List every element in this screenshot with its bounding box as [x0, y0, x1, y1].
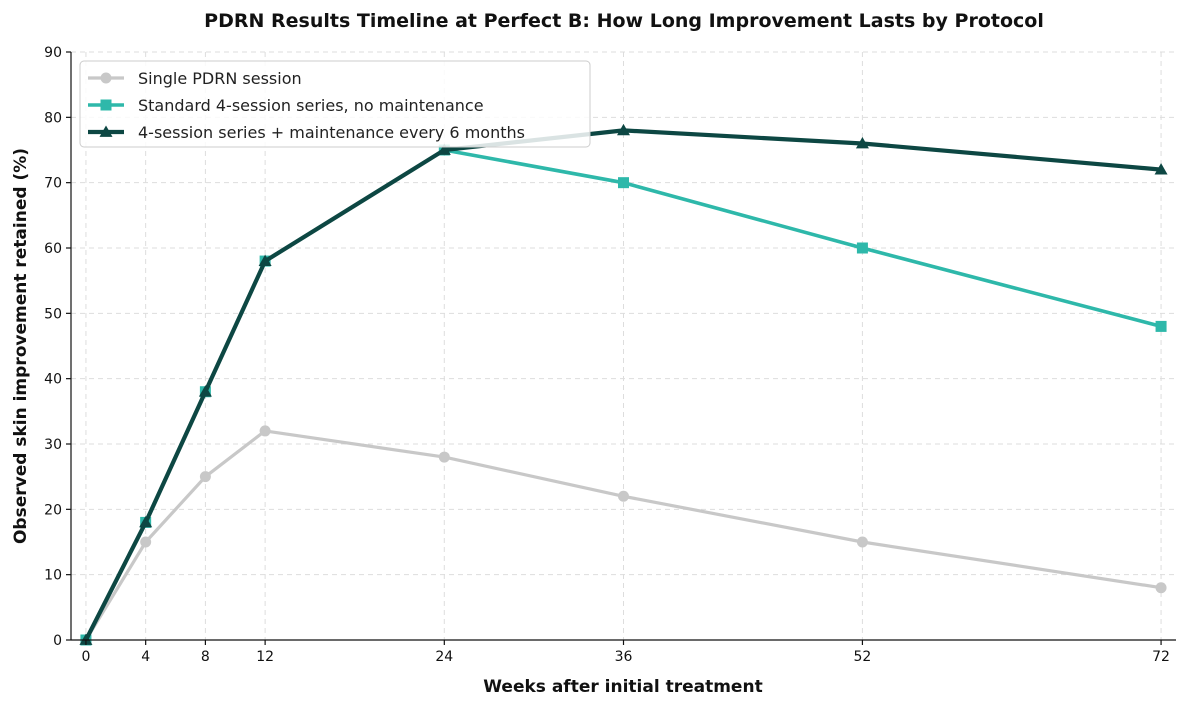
series-3: [79, 123, 1168, 645]
series-lines: [79, 123, 1168, 646]
data-point: [618, 177, 629, 189]
legend-item: 4-session series + maintenance every 6 m…: [88, 123, 525, 142]
legend-item: Single PDRN session: [88, 69, 302, 88]
legend-label: 4-session series + maintenance every 6 m…: [138, 123, 525, 142]
data-point: [258, 254, 272, 266]
data-point: [437, 143, 451, 155]
data-point: [856, 242, 868, 254]
data-point: [259, 425, 271, 437]
data-point: [617, 123, 630, 136]
ticks: 0 10 20 30 40 50 60 70 80 90 0 4 8 12 24 36 52 72: [44, 45, 1170, 665]
legend-marker: [100, 99, 112, 111]
data-point: [1155, 582, 1167, 594]
y-tick-label: 50: [44, 306, 62, 322]
data-point: [1154, 163, 1168, 175]
y-tick-label: 60: [44, 241, 62, 257]
data-point: [855, 136, 869, 149]
legend-label: Single PDRN session: [138, 69, 302, 88]
data-point: [79, 633, 93, 645]
y-tick-label: 40: [44, 372, 62, 388]
y-tick-label: 90: [44, 45, 62, 61]
series-line: [84, 429, 1163, 642]
series-line: [83, 128, 1164, 643]
data-point: [618, 490, 629, 502]
x-tick-label: 4: [141, 649, 150, 665]
x-tick-label: 0: [81, 649, 90, 665]
legend-frame: [79, 60, 591, 148]
x-tick-label: 36: [615, 649, 633, 665]
data-point: [139, 515, 153, 528]
y-axis-label: Observed skin improvement retained (%): [11, 148, 31, 544]
x-tick-label: 8: [201, 649, 210, 665]
x-tick-label: 24: [435, 649, 453, 665]
data-point: [856, 536, 868, 548]
x-tick-label: 72: [1152, 649, 1170, 665]
y-tick-label: 30: [44, 437, 62, 453]
data-point: [198, 385, 212, 397]
legend-marker: [99, 125, 113, 137]
data-point: [140, 536, 152, 548]
data-point: [438, 451, 450, 463]
y-tick-label: 70: [44, 176, 62, 192]
x-axis-label: Weeks after initial treatment: [483, 677, 762, 697]
grid: [71, 51, 1176, 641]
legend-marker: [100, 72, 112, 84]
x-tick-label: 12: [256, 649, 274, 665]
legend-item: Standard 4-session series, no maintenanc…: [88, 96, 484, 115]
x-tick-label: 52: [854, 649, 872, 665]
y-tick-label: 20: [44, 502, 62, 518]
y-tick-label: 10: [44, 568, 62, 584]
data-point: [199, 471, 211, 483]
chart-title: PDRN Results Timeline at Perfect B: How …: [204, 10, 1044, 32]
data-point: [1155, 320, 1167, 332]
legend-label: Standard 4-session series, no maintenanc…: [138, 96, 484, 115]
y-tick-label: 0: [53, 633, 62, 649]
legend: Single PDRN session Standard 4-session se…: [79, 60, 591, 148]
y-tick-label: 80: [44, 110, 62, 126]
